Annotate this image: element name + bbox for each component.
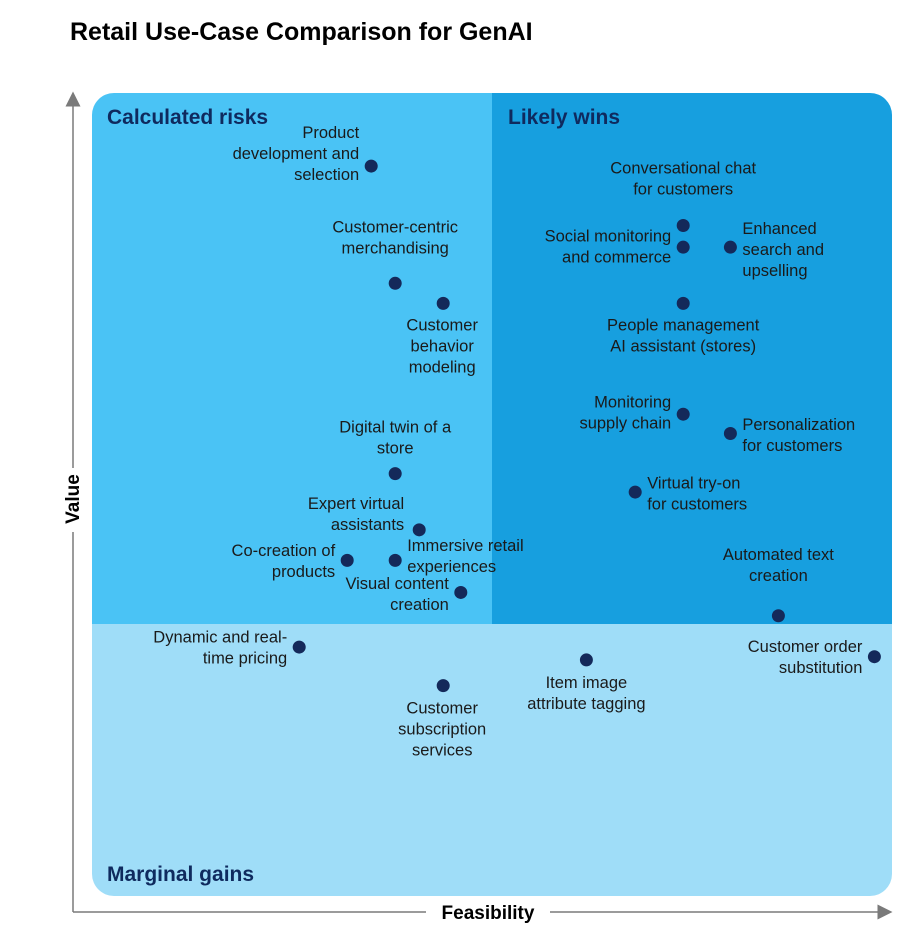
- data-point: Item image attribute tagging: [527, 653, 646, 713]
- data-point: Visual content creation: [345, 575, 468, 614]
- quadrant-area: [92, 93, 892, 896]
- data-point: Customer behavior modeling: [406, 296, 478, 376]
- zone-label-marginal-gains: Marginal gains: [107, 863, 254, 886]
- data-point-marker: [676, 218, 690, 232]
- quadrant-marginal-gains: [92, 624, 892, 896]
- data-point: Product development and selection: [233, 124, 378, 184]
- data-point-marker: [388, 276, 402, 290]
- data-point: Social monitoring and commerce: [545, 228, 690, 267]
- chart-title: Retail Use-Case Comparison for GenAI: [70, 18, 533, 46]
- data-point: Expert virtual assistants: [308, 495, 426, 537]
- data-point-marker: [454, 585, 468, 599]
- data-point-label: Customer behavior modeling: [406, 316, 478, 376]
- data-point-label: Digital twin of a store: [339, 419, 452, 458]
- data-point-label: Visual content creation: [345, 575, 449, 614]
- quadrant-calculated-risks: [92, 93, 492, 624]
- data-point-label: Automated text creation: [723, 546, 834, 585]
- data-point-label: Personalization for customers: [742, 416, 855, 455]
- data-point-marker: [579, 653, 593, 667]
- data-point-marker: [723, 426, 737, 440]
- data-point-label: Product development and selection: [233, 124, 360, 184]
- data-point-label: Customer subscription services: [398, 700, 486, 760]
- data-point: Monitoring supply chain: [579, 394, 690, 433]
- data-point-label: Social monitoring and commerce: [545, 228, 672, 267]
- data-point-marker: [628, 485, 642, 499]
- data-point-marker: [340, 553, 354, 567]
- data-point: Automated text creation: [723, 546, 834, 623]
- x-axis-label: Feasibility: [442, 903, 535, 924]
- data-point-marker: [436, 296, 450, 310]
- data-point: People management AI assistant (stores): [607, 296, 760, 355]
- data-point-marker: [867, 650, 881, 664]
- data-point: Enhanced search and upselling: [723, 220, 824, 280]
- data-point: Customer-centric merchandising: [332, 218, 458, 290]
- data-point-marker: [412, 523, 426, 537]
- data-point-label: Customer order substitution: [748, 638, 863, 677]
- data-point: Digital twin of a store: [339, 419, 452, 481]
- data-point-label: Co-creation of products: [232, 542, 336, 581]
- data-point-marker: [676, 240, 690, 254]
- data-point-marker: [388, 467, 402, 481]
- data-point-label: Virtual try-on for customers: [647, 475, 747, 514]
- data-point-marker: [676, 296, 690, 310]
- data-point: Co-creation of products: [232, 542, 354, 581]
- data-point-label: Dynamic and real-time pricing: [153, 629, 287, 668]
- data-point-label: People management AI assistant (stores): [607, 316, 760, 355]
- zone-label-calculated-risks: Calculated risks: [107, 106, 268, 129]
- data-point-label: Immersive retail experiences: [407, 537, 523, 576]
- data-point-label: Customer-centric merchandising: [332, 218, 458, 257]
- data-point: Immersive retail experiences: [388, 537, 524, 576]
- data-point-marker: [436, 679, 450, 693]
- data-point-label: Conversational chat for customers: [610, 159, 756, 198]
- data-point-marker: [388, 553, 402, 567]
- data-point-marker: [676, 407, 690, 421]
- data-point-marker: [771, 609, 785, 623]
- data-point: Customer subscription services: [398, 679, 486, 760]
- x-axis-label-bg: [426, 900, 550, 924]
- data-point-marker: [723, 240, 737, 254]
- data-points: Product development and selection Customer-…: [153, 124, 881, 760]
- data-point: Conversational chat for customers: [610, 159, 757, 232]
- data-point: Dynamic and real-time pricing: [153, 629, 306, 668]
- data-point: Personalization for customers: [723, 416, 855, 455]
- data-point: Virtual try-on for customers: [628, 475, 747, 514]
- data-point-marker: [364, 159, 378, 173]
- data-point-label: Enhanced search and upselling: [742, 220, 824, 280]
- data-point-label: Monitoring supply chain: [579, 394, 671, 433]
- data-point-marker: [292, 640, 306, 654]
- data-point-label: Expert virtual assistants: [308, 495, 404, 534]
- y-axis-label-bg: [62, 468, 84, 532]
- data-point: Customer order substitution: [748, 638, 881, 677]
- y-axis-label: Value: [63, 474, 84, 524]
- quadrant-likely-wins: [492, 93, 892, 624]
- zone-label-likely-wins: Likely wins: [508, 106, 620, 129]
- data-point-label: Item image attribute tagging: [527, 674, 645, 713]
